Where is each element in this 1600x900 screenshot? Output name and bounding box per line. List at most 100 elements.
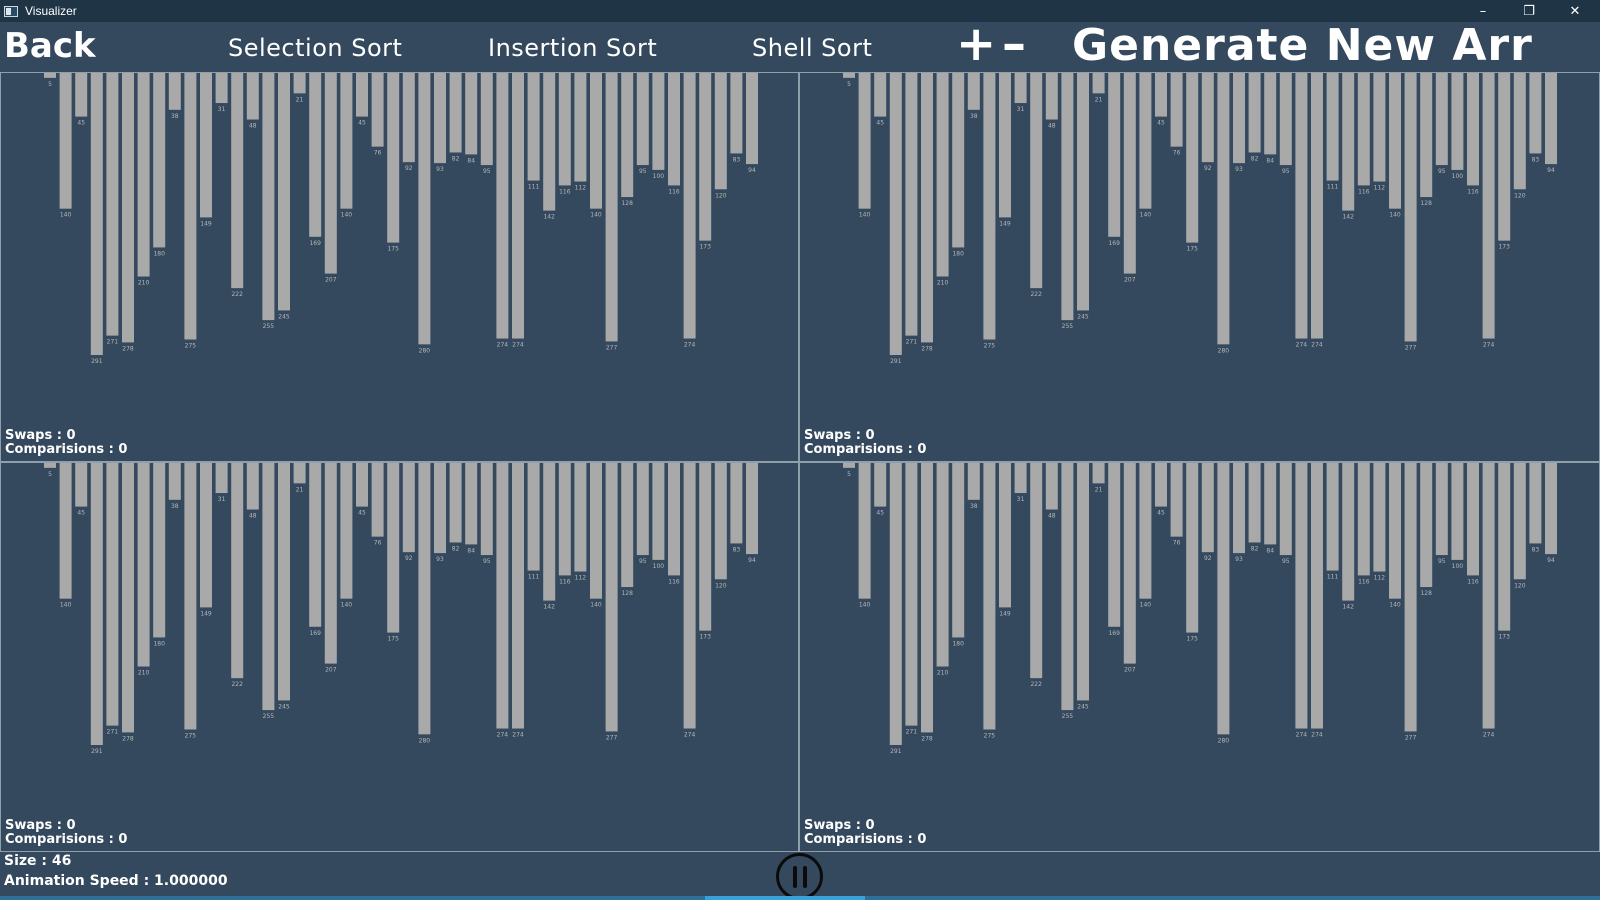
bar-value-label: 95	[639, 168, 647, 175]
array-bar	[1217, 463, 1230, 735]
bar-value-label: 112	[575, 575, 587, 582]
bar-chart: 5140452912712782101803827514931222482552…	[44, 73, 758, 365]
array-bar	[1357, 73, 1370, 186]
array-bar	[200, 73, 212, 218]
bar-value-label: 94	[1547, 167, 1555, 174]
array-bar	[1077, 463, 1089, 701]
bar-value-label: 274	[1296, 732, 1308, 739]
array-bar	[1373, 463, 1386, 572]
increase-size-button[interactable]: +	[956, 16, 998, 72]
array-bar	[1170, 73, 1183, 147]
bar-value-label: 83	[733, 546, 741, 553]
bar-value-label: 111	[528, 184, 540, 191]
bar-value-label: 128	[1420, 200, 1432, 207]
bar-value-label: 175	[1186, 636, 1198, 643]
array-bar	[999, 463, 1011, 608]
array-bar	[480, 73, 493, 166]
array-bar	[449, 73, 462, 153]
array-bar	[936, 73, 949, 277]
title-bar: Visualizer – ❐ ✕	[0, 0, 1600, 22]
bar-value-label: 21	[296, 96, 304, 103]
swaps-count: Swaps : 0	[804, 818, 875, 833]
pause-button[interactable]	[776, 853, 823, 900]
array-bar	[1482, 463, 1495, 729]
bar-value-label: 84	[1266, 547, 1274, 554]
selection-sort-button[interactable]: Selection Sort	[228, 34, 403, 62]
array-bar	[465, 463, 478, 545]
bar-value-label: 111	[528, 574, 540, 581]
bar-value-label: 48	[1048, 123, 1056, 130]
bar-value-label: 280	[1218, 737, 1230, 744]
bar-value-label: 255	[263, 713, 275, 720]
bar-value-label: 140	[1140, 212, 1152, 219]
array-bar	[730, 463, 743, 544]
bar-value-label: 95	[483, 168, 491, 175]
insertion-sort-button[interactable]: Insertion Sort	[488, 34, 658, 62]
bar-value-label: 83	[733, 156, 741, 163]
generate-new-array-button[interactable]: Generate New Arr	[1072, 20, 1533, 71]
array-bar	[527, 463, 540, 571]
array-bar	[153, 73, 166, 248]
progress-strip-accent	[705, 896, 865, 900]
menu-bar: Back Selection Sort Insertion Sort Shell…	[0, 16, 1600, 72]
comparisons-count: Comparisions : 0	[804, 442, 927, 457]
bar-value-label: 111	[1327, 574, 1339, 581]
bar-value-label: 100	[653, 173, 665, 180]
bar-value-label: 275	[984, 732, 996, 739]
bar-value-label: 210	[937, 280, 949, 287]
array-bar	[1404, 73, 1417, 342]
bar-value-label: 245	[1077, 313, 1089, 320]
bar-value-label: 120	[715, 582, 727, 589]
array-bar	[324, 463, 337, 664]
array-bar	[371, 73, 384, 147]
bar-value-label: 120	[715, 192, 727, 199]
array-bar	[1435, 73, 1448, 166]
bar-value-label: 169	[1108, 630, 1120, 637]
array-bar	[983, 73, 996, 340]
sort-panel-bottom-right: 5 140 45 291 271 278 210 180 38 275 149 31 222 48 255 2…	[799, 462, 1600, 852]
bar-value-label: 48	[249, 513, 257, 520]
decrease-size-button[interactable]: –	[1002, 16, 1027, 72]
bar-value-label: 255	[1062, 713, 1074, 720]
bar-value-label: 100	[653, 563, 665, 570]
array-bar	[387, 73, 400, 243]
comparisons-count: Comparisions : 0	[5, 832, 128, 847]
array-bar	[683, 463, 696, 729]
pause-icon	[802, 865, 807, 888]
bar-value-label: 45	[358, 120, 366, 127]
bar-value-label: 120	[1514, 582, 1526, 589]
minimize-icon[interactable]: –	[1479, 3, 1487, 19]
swaps-count: Swaps : 0	[5, 428, 76, 443]
close-icon[interactable]: ✕	[1569, 3, 1581, 19]
bar-value-label: 255	[1062, 323, 1074, 330]
array-bar	[106, 73, 119, 336]
array-bar	[874, 463, 887, 507]
bar-value-label: 112	[575, 185, 587, 192]
bar-value-label: 31	[1017, 496, 1025, 503]
panel-stats: Swaps : 0 Comparisions : 0	[5, 819, 127, 847]
bar-value-label: 140	[341, 212, 353, 219]
bar-value-label: 277	[1405, 734, 1417, 741]
array-bar	[1404, 463, 1417, 732]
array-bar	[1529, 73, 1542, 154]
bar-value-label: 175	[1186, 246, 1198, 253]
array-bar	[465, 73, 478, 155]
shell-sort-button[interactable]: Shell Sort	[752, 34, 873, 62]
bar-value-label: 274	[497, 732, 509, 739]
array-bar	[137, 463, 150, 667]
array-bar	[605, 73, 618, 342]
bar-value-label: 116	[559, 188, 571, 195]
bar-value-label: 45	[77, 120, 85, 127]
bar-value-label: 245	[1077, 703, 1089, 710]
maximize-icon[interactable]: ❐	[1523, 3, 1535, 19]
bar-value-label: 271	[906, 339, 918, 346]
bar-value-label: 274	[684, 342, 696, 349]
back-button[interactable]: Back	[4, 26, 96, 66]
array-bar	[1201, 73, 1214, 163]
array-bar	[1482, 73, 1495, 339]
array-bar	[1123, 463, 1136, 664]
bar-value-label: 271	[107, 729, 119, 736]
bar-value-label: 83	[1532, 156, 1540, 163]
array-bar	[309, 463, 322, 627]
bar-value-label: 140	[590, 602, 602, 609]
